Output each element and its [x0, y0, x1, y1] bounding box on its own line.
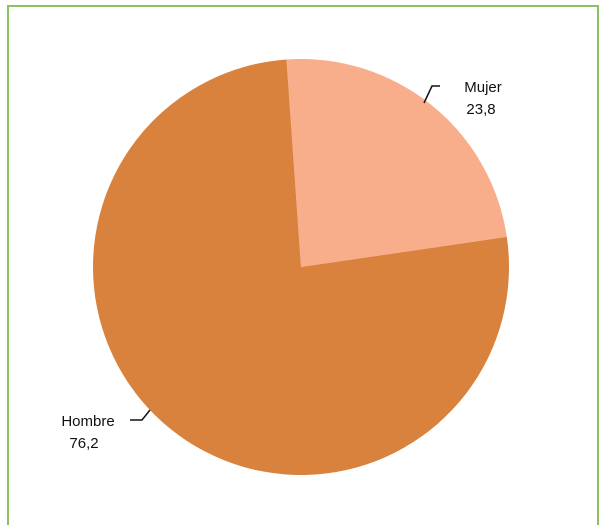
label-hombre: Hombre 76,2 [61, 409, 151, 452]
label-mujer: Mujer 23,8 [423, 79, 502, 118]
leader-line-hombre [130, 409, 151, 421]
pie-slice-mujer [286, 59, 507, 268]
leader-line-mujer [423, 85, 440, 104]
category-label-hombre: Hombre [61, 413, 114, 430]
pie-slice-hombre [92, 59, 509, 476]
value-label-mujer: 23,8 [466, 101, 495, 118]
category-label-mujer: Mujer [464, 79, 502, 96]
pie-slices [92, 59, 509, 476]
value-label-hombre: 76,2 [69, 435, 98, 452]
